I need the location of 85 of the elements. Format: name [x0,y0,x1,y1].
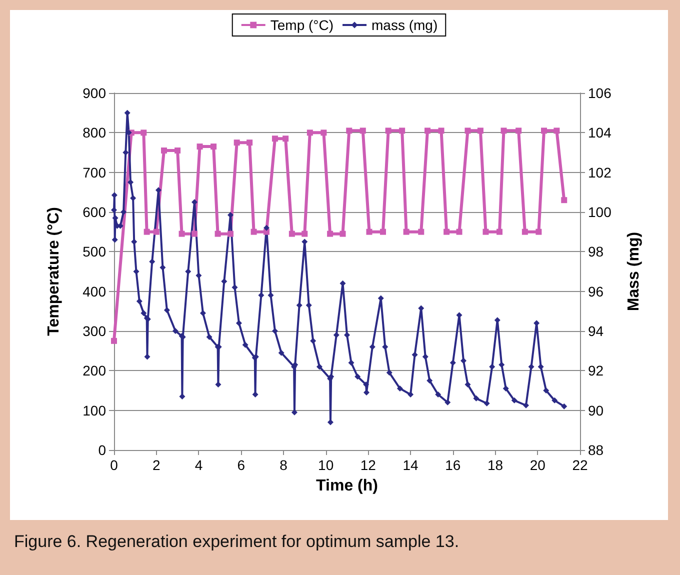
point [246,140,253,146]
legend-label: Temp (°C) [270,17,334,33]
legend-label: mass (mg) [372,17,438,33]
x-tick-label: 10 [318,457,334,473]
x-tick-label: 14 [402,457,419,473]
x-tick-label: 20 [530,457,546,473]
y-tick-label: 0 [98,442,106,458]
point [214,230,221,237]
point [327,230,334,237]
x-tick-label: 22 [572,457,588,473]
point [444,228,450,235]
x-tick-label: 6 [237,457,246,473]
x-tick-label: 0 [110,457,118,473]
point [153,228,160,235]
point [288,230,295,237]
point [536,228,542,235]
point [306,130,313,136]
point [482,228,489,235]
x-tick-label: 8 [280,457,288,473]
point [366,228,372,235]
y-tick-label: 300 [82,323,106,339]
y-axis-title: Temperature (°C) [46,207,62,336]
point [340,230,346,237]
x-axis-title: Time (h) [316,478,378,494]
point [403,228,410,235]
point [178,230,185,237]
point [111,338,117,344]
point [496,228,503,235]
x-tick-label: 12 [360,457,376,473]
point [554,128,560,134]
point [346,128,352,134]
point [500,128,507,134]
y2-tick-label: 98 [588,244,604,260]
y-tick-label: 500 [82,244,106,260]
y2-tick-label: 100 [588,204,612,220]
y-tick-label: 900 [82,85,106,101]
point [160,148,167,154]
point [140,130,147,136]
point [302,230,308,237]
point [250,228,257,235]
y2-axis-title: Mass (mg) [626,232,642,312]
x-tick-label: 4 [194,457,203,473]
point [264,228,270,235]
y2-tick-label: 90 [588,402,604,418]
point [424,128,430,134]
y2-tick-label: 96 [588,283,604,300]
point [540,128,547,134]
y-tick-label: 400 [82,283,106,300]
point [320,130,327,136]
y2-tick-label: 92 [588,362,604,379]
point [144,228,150,235]
y-tick-label: 600 [82,204,106,220]
point [234,140,240,146]
point [561,197,568,204]
x-tick-label: 2 [152,457,160,473]
y2-tick-label: 102 [588,164,612,180]
point [272,136,278,142]
x-tick-label: 18 [487,457,504,473]
caption: Figure 6. Regeneration experiment for optimum sample 13. [14,532,460,552]
point [477,128,484,134]
point [380,228,386,235]
point [228,230,234,237]
point [418,228,424,235]
point [196,144,203,150]
y-tick-label: 100 [82,402,106,418]
point [360,128,366,134]
y2-tick-label: 104 [588,124,612,141]
y-tick-label: 800 [82,124,106,141]
y-tick-label: 700 [82,164,106,180]
point [399,128,406,134]
point [522,228,528,235]
point [464,128,471,134]
point [456,228,462,235]
y2-tick-label: 94 [588,323,604,339]
point [385,128,392,134]
point [210,144,217,150]
point [174,148,181,154]
point [191,230,198,237]
y-tick-label: 200 [82,362,106,379]
point [516,128,522,134]
point [282,136,289,142]
y2-tick-label: 106 [588,85,612,101]
point [438,128,444,134]
x-tick-label: 16 [445,457,461,473]
y2-tick-label: 88 [588,442,604,458]
